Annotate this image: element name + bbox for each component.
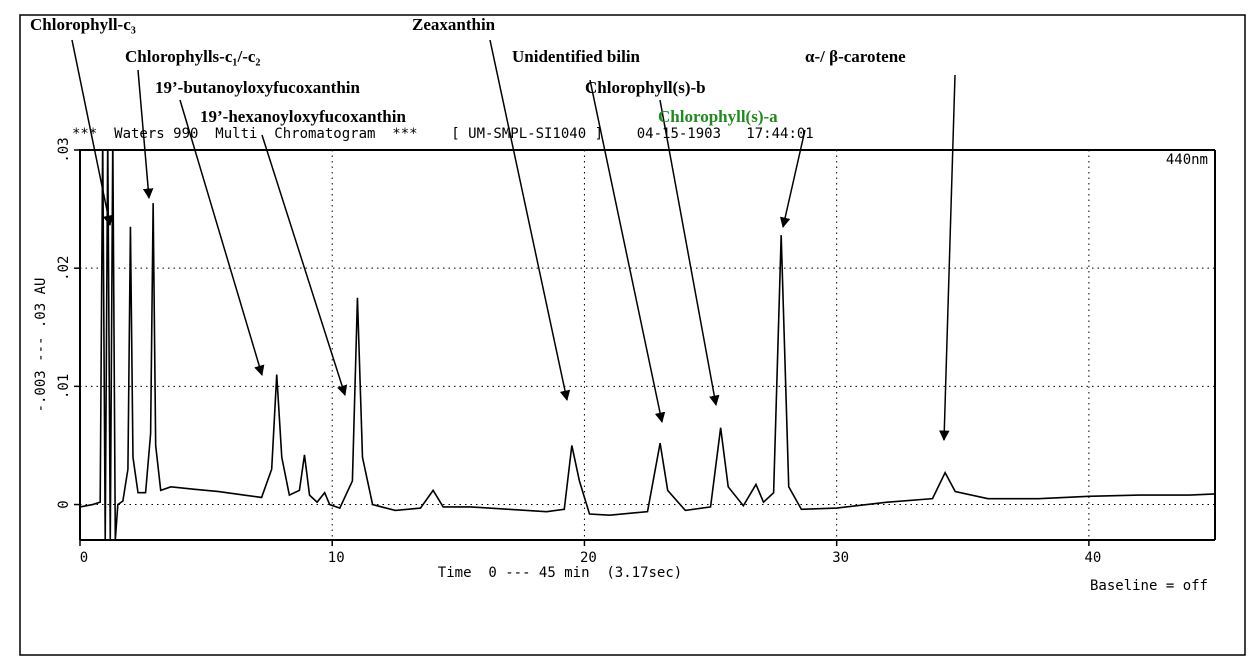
wavelength: 440nm [1166,152,1208,168]
annotation-label: Zeaxanthin [412,15,496,34]
annotation-label: Chlorophyll(s)-a [658,107,778,126]
x-tick-label: 30 [832,550,849,566]
x-axis-label: Time 0 --- 45 min (3.17sec) [438,565,682,581]
y-axis-label: -.003 --- .03 AU [33,278,49,413]
annotation-label: 19’-butanoyloxyfucoxanthin [155,78,361,97]
x-tick-label: 10 [328,550,345,566]
annotation-label: Chlorophyll(s)-b [585,78,706,97]
plot-frame [79,149,1216,541]
annotation-arrow [779,129,806,229]
annotation-arrow [589,79,666,424]
annotation-label: Chlorophylls-c₁/-c₂ [125,47,261,66]
annotation-arrow [71,39,114,227]
annotation-label: α-/ β-carotene [805,47,906,66]
figure-frame [19,14,1246,656]
x-tick-label: 40 [1084,550,1101,566]
y-tick-label: 0 [56,500,72,508]
baseline-note: Baseline = off [1090,578,1208,594]
annotation-label: 19’-hexanoyloxyfucoxanthin [200,107,406,126]
annotation-label: Unidentified bilin [512,47,641,66]
chart-header: *** Waters 990 Multi Chromatogram *** [ … [72,126,814,142]
trace-line [80,150,1215,540]
annotation-arrow [261,134,348,397]
annotation-arrow [137,69,154,200]
annotation-label: Chlorophyll-c₃ [30,15,136,34]
annotation-arrow [179,99,265,377]
annotation-arrow [489,39,571,402]
y-tick-label: .03 [56,137,72,162]
annotation-arrow [939,74,956,442]
annotation-arrow [659,99,720,407]
y-tick-label: .02 [56,256,72,281]
x-tick-label: 0 [80,550,88,566]
x-tick-label: 20 [580,550,597,566]
y-tick-label: .01 [56,374,72,399]
